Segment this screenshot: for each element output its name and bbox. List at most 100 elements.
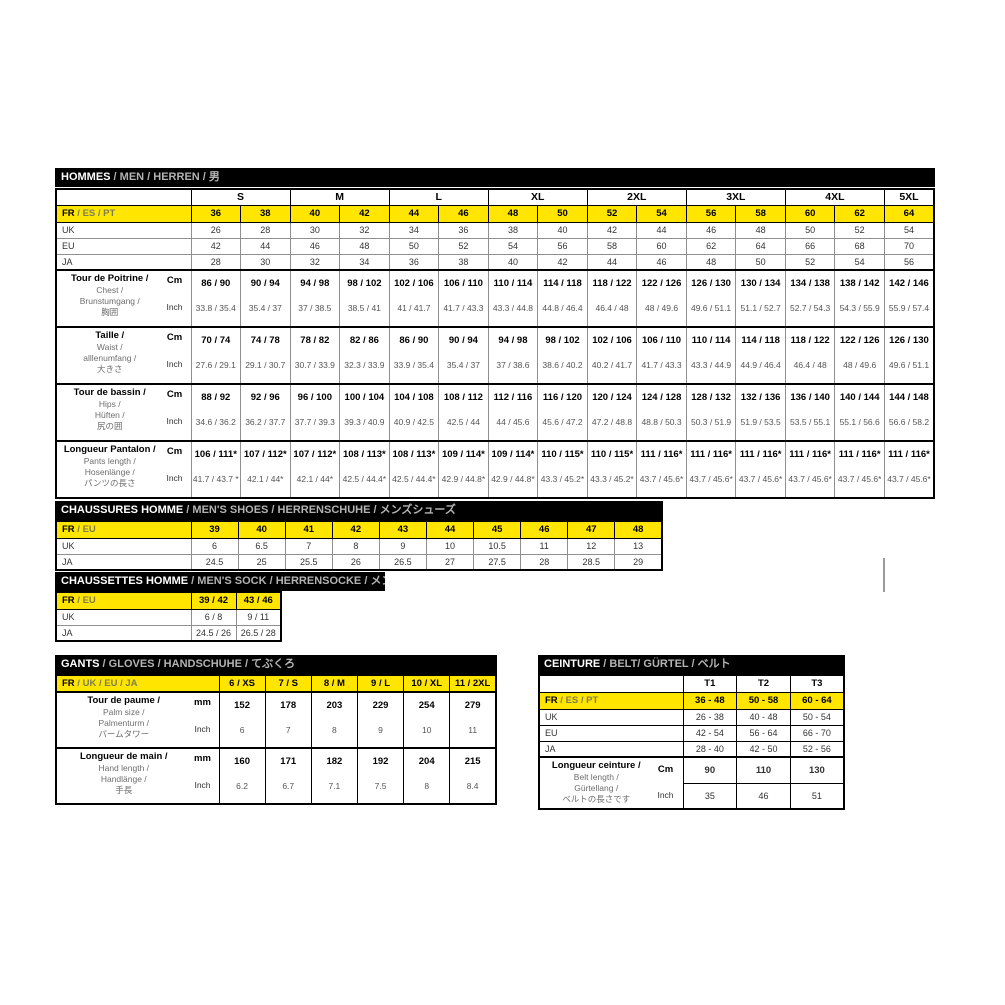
hommes-size-table: S M L XL 2XL 3XL 4XL 5XL FR / ES / PT 36…: [55, 188, 935, 499]
belt-cm-cell: 110: [736, 756, 791, 784]
hand-value-cell: 171 6.7: [264, 747, 312, 805]
hips-value-cell: 132 / 136 51.9 / 53.5: [735, 383, 786, 442]
hand-length-row: Longueur de main / Hand length / Handlän…: [55, 747, 497, 805]
eu-size-cell: 64: [735, 237, 786, 255]
ja-size-cell: 42: [537, 253, 588, 271]
hips-value-cell: 96 / 100 37.7 / 39.3: [289, 383, 341, 442]
shoes-uk-cell: 9: [378, 537, 427, 555]
socks-ja-cell: 24.5 / 26: [190, 624, 237, 642]
ja-size-cell: 32: [289, 253, 341, 271]
pants-value-cell: 111 / 116* 43.7 / 45.6*: [834, 440, 885, 499]
belt-fr-cell: 60 - 64: [789, 691, 845, 710]
ja-size-cell: 50: [735, 253, 786, 271]
shoes-ja-cell: 28: [520, 553, 569, 571]
shoes-fr-cell: 40: [237, 520, 286, 539]
belt-length-label: Longueur ceinture / Belt length / Gürtel…: [538, 756, 684, 810]
chest-value-cell: 106 / 110 41.7 / 43.3: [438, 269, 489, 328]
shoes-uk-cell: 10.5: [473, 537, 522, 555]
ja-label: JA: [55, 253, 192, 271]
shoes-size-table: FR / EU 39 40 41 42 43 44 45 46 47 48 UK 6 6.5 7 8 9 1…: [55, 520, 663, 571]
hips-value-cell: 108 / 112 42.5 / 44: [438, 383, 489, 442]
gloves-size-cell: 11 / 2XL: [449, 674, 497, 693]
belt-uk-label: UK: [538, 708, 684, 726]
hand-value-cell: 160 6.2: [218, 747, 266, 805]
belt-uk-cell: 40 - 48: [736, 708, 791, 726]
belt-inch-cell: 51: [789, 782, 845, 810]
chest-value-cell: 102 / 106 41 / 41.7: [388, 269, 440, 328]
fr-size-cell: 56: [685, 204, 737, 223]
fr-size-cell: 42: [339, 204, 390, 223]
waist-value-cell: 126 / 130 49.6 / 51.1: [883, 326, 935, 385]
fr-size-cell: 36: [190, 204, 242, 223]
ja-size-cell: 46: [636, 253, 687, 271]
hand-value-cell: 215 8.4: [449, 747, 497, 805]
size-group-3xl: 3XL: [685, 188, 786, 206]
belt-ja-label: JA: [538, 740, 684, 758]
pants-value-cell: 111 / 116* 43.7 / 45.6*: [636, 440, 687, 499]
eu-size-cell: 44: [240, 237, 291, 255]
hips-value-cell: 144 / 148 56.6 / 58.2: [883, 383, 935, 442]
shoes-uk-cell: 8: [331, 537, 380, 555]
pants-value-cell: 109 / 114* 42.9 / 44.8*: [487, 440, 539, 499]
gloves-size-cell: 8 / M: [310, 674, 358, 693]
socks-uk-cell: 6 / 8: [190, 608, 237, 626]
pants-length-row: Longueur Pantalon / Pants length / Hosen…: [55, 440, 935, 499]
shoes-ja-row: JA 24.5 25 25.5 26 26.5 27 27.5 28 28.5 29: [55, 553, 663, 571]
size-group-l: L: [388, 188, 489, 206]
shoes-uk-cell: 7: [284, 537, 333, 555]
shoes-fr-cell: 46: [520, 520, 569, 539]
belt-fr-row: FR / ES / PT 36 - 48 50 - 58 60 - 64: [538, 691, 845, 710]
shoes-fr-cell: 43: [378, 520, 427, 539]
waist-value-cell: 122 / 126 48 / 49.6: [834, 326, 885, 385]
palm-value-cell: 178 7: [264, 691, 312, 749]
eu-size-cell: 50: [388, 237, 440, 255]
size-group-xl: XL: [487, 188, 588, 206]
socks-fr-label: FR / EU: [55, 591, 192, 610]
hips-value-cell: 92 / 96 36.2 / 37.7: [240, 383, 291, 442]
shoes-fr-cell: 42: [331, 520, 380, 539]
shoes-section-title: CHAUSSURES HOMME / MEN'S SHOES / HERRENS…: [55, 501, 663, 520]
chest-value-cell: 86 / 90 33.8 / 35.4: [190, 269, 242, 328]
shoes-uk-cell: 6.5: [237, 537, 286, 555]
shoes-ja-cell: 26.5: [378, 553, 427, 571]
eu-row: EU 42 44 46 48 50 52 54 56 58 60 62 64 66 68 70: [55, 237, 935, 255]
ja-size-cell: 44: [586, 253, 638, 271]
shoes-uk-cell: 10: [425, 537, 475, 555]
socks-ja-cell: 26.5 / 28: [235, 624, 282, 642]
belt-column-cell: T3: [789, 674, 845, 693]
belt-uk-cell: 26 - 38: [682, 708, 738, 726]
shoes-ja-cell: 27: [425, 553, 475, 571]
fr-size-cell: 54: [636, 204, 687, 223]
palm-label: Tour de paume / Palm size / Palmenturm /…: [55, 691, 220, 749]
fr-size-cell: 40: [289, 204, 341, 223]
shoes-ja-cell: 28.5: [567, 553, 616, 571]
socks-ja-row: JA 24.5 / 26 26.5 / 28: [55, 624, 282, 642]
shoes-uk-cell: 13: [614, 537, 663, 555]
palm-size-row: Tour de paume / Palm size / Palmenturm /…: [55, 691, 497, 749]
hips-label: Tour de bassin / Hips / Hüften / 尻の囲 Cm I…: [55, 383, 192, 442]
pants-value-cell: 108 / 113* 42.5 / 44.4*: [388, 440, 440, 499]
socks-fr-cell: 43 / 46: [235, 591, 282, 610]
eu-size-cell: 70: [883, 237, 935, 255]
gloves-size-cell: 9 / L: [356, 674, 405, 693]
belt-column-cell: T1: [682, 674, 738, 693]
shoes-ja-cell: 25: [237, 553, 286, 571]
fr-size-cell: 52: [586, 204, 638, 223]
belt-cm-cell: 90: [682, 756, 738, 784]
belt-ja-cell: 42 - 50: [736, 740, 791, 758]
belt-ja-cell: 52 - 56: [789, 740, 845, 758]
size-group-4xl: 4XL: [784, 188, 885, 206]
waist-value-cell: 114 / 118 44.9 / 46.4: [735, 326, 786, 385]
ja-size-cell: 52: [784, 253, 836, 271]
eu-label: EU: [55, 237, 192, 255]
title-secondary: / MEN / HERREN / 男: [110, 171, 220, 183]
belt-eu-cell: 66 - 70: [789, 724, 845, 742]
waist-value-cell: 90 / 94 35.4 / 37: [438, 326, 489, 385]
fr-size-cell: 44: [388, 204, 440, 223]
shoes-uk-row: UK 6 6.5 7 8 9 10 10.5 11 12 13: [55, 537, 663, 555]
hips-value-cell: 112 / 116 44 / 45.6: [487, 383, 539, 442]
pants-value-cell: 109 / 114* 42.9 / 44.8*: [438, 440, 489, 499]
pants-value-cell: 111 / 116* 43.7 / 45.6*: [784, 440, 836, 499]
size-group-m: M: [289, 188, 390, 206]
